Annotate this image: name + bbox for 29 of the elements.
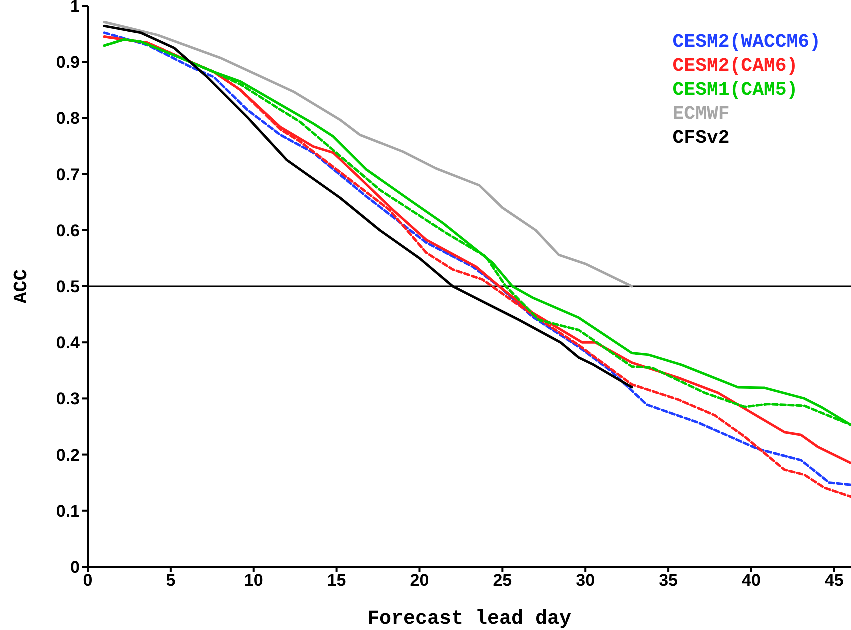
y-tick-label: 0.6 [56,221,80,240]
x-tick-label: 30 [576,571,596,590]
x-tick-label: 25 [493,571,512,590]
x-tick-label: 0 [83,571,93,590]
x-axis-title: Forecast lead day [367,608,572,630]
x-tick-label: 35 [659,571,678,590]
x-tick-label: 40 [742,571,761,590]
y-tick-label: 0.3 [56,390,80,409]
x-tick-label: 5 [166,571,176,590]
y-tick-label: 0 [70,558,80,578]
y-tick-label: 0.7 [56,165,80,184]
text: CESM2(WACCM6) [672,30,821,54]
text: ECMWF [672,102,731,126]
y-tick-label: 0.5 [56,278,80,297]
y-tick-label: 1 [70,0,80,16]
line-series [103,21,634,288]
y-tick-label: 0.8 [56,109,80,128]
y-tick-label: 0.4 [56,334,81,353]
x-tick-label: 15 [327,571,346,590]
y-axis-title: ACC [10,269,33,304]
x-tick-label: 45 [824,571,844,590]
text: CESM2(CAM6) [672,54,800,78]
y-tick-label: 0.9 [56,53,80,72]
x-tick-label: 20 [410,571,430,590]
y-tick-label: 0.2 [56,446,80,465]
text: CESM1(CAM5) [672,78,800,102]
text: CFSv2 [672,126,731,150]
y-tick-label: 0.1 [56,502,80,521]
x-tick-label: 10 [244,571,264,590]
